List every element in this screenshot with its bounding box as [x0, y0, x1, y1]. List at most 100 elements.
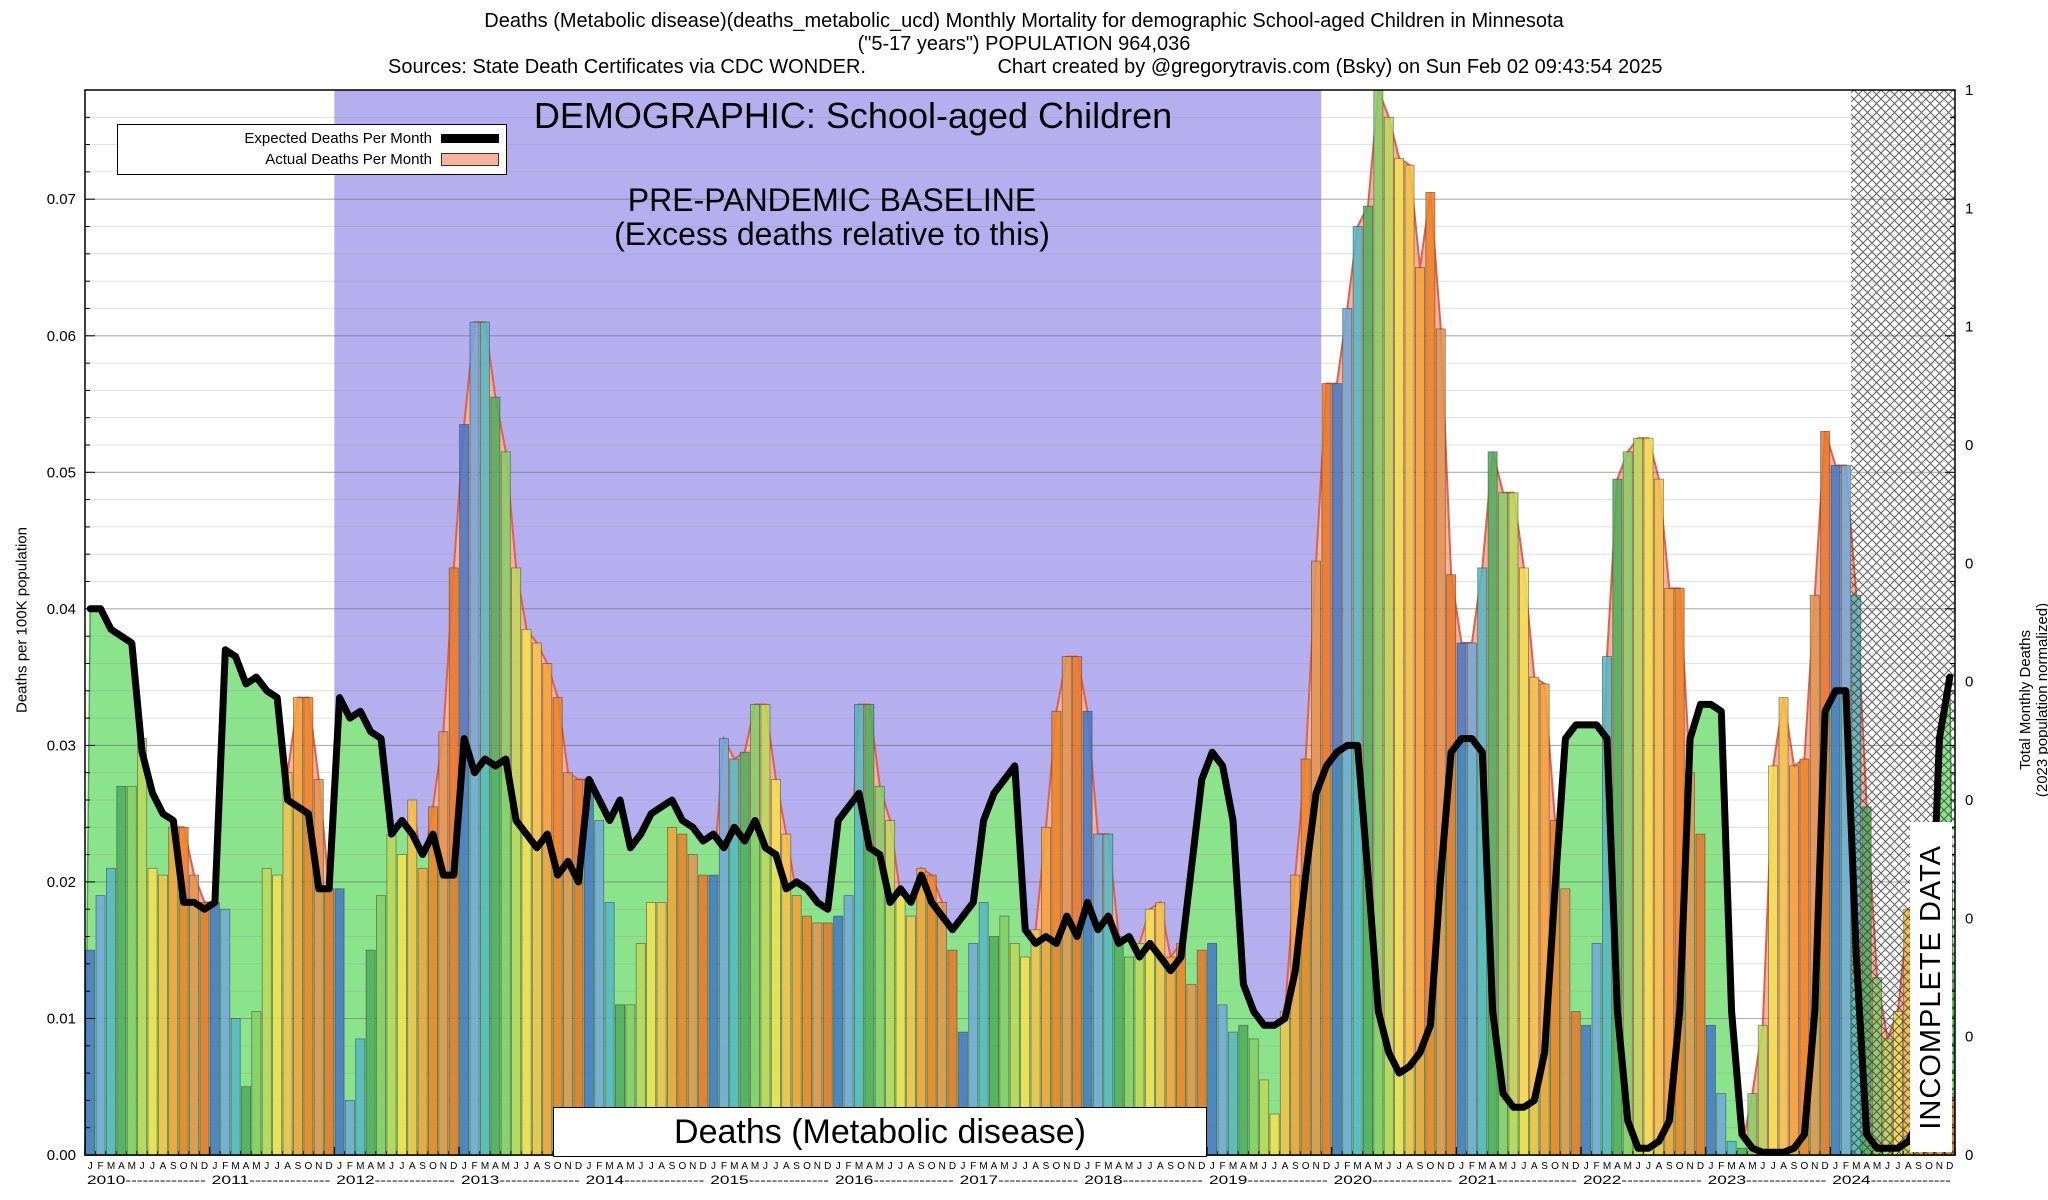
svg-text:S: S: [1043, 1161, 1050, 1172]
svg-text:M: M: [1478, 1161, 1486, 1172]
svg-text:N: N: [440, 1161, 447, 1172]
svg-text:M: M: [377, 1161, 385, 1172]
svg-text:O: O: [429, 1161, 437, 1172]
svg-text:M: M: [1125, 1161, 1133, 1172]
svg-text:D: D: [325, 1161, 332, 1172]
chart-credit: Chart created by @gregorytravis.com (Bsk…: [997, 56, 1663, 78]
svg-text:J: J: [462, 1161, 467, 1172]
svg-text:N: N: [1188, 1161, 1195, 1172]
svg-text:J: J: [88, 1161, 93, 1172]
svg-text:1: 1: [1965, 82, 1973, 99]
svg-text:S: S: [419, 1161, 426, 1172]
svg-text:J: J: [337, 1161, 342, 1172]
svg-text:J: J: [1584, 1161, 1589, 1172]
svg-text:D: D: [1198, 1161, 1205, 1172]
svg-text:J: J: [1833, 1161, 1838, 1172]
svg-text:S: S: [170, 1161, 177, 1172]
svg-text:J: J: [711, 1161, 716, 1172]
svg-text:O: O: [1676, 1161, 1684, 1172]
svg-text:0: 0: [1965, 1147, 1973, 1164]
svg-text:2023--------------: 2023--------------: [1708, 1173, 1827, 1187]
svg-text:J: J: [140, 1161, 145, 1172]
right-axis-label-line2: (2023 population normalized): [2034, 602, 2048, 798]
svg-text:S: S: [1915, 1161, 1922, 1172]
svg-text:J: J: [1147, 1161, 1152, 1172]
svg-text:M: M: [481, 1161, 489, 1172]
svg-text:S: S: [544, 1161, 551, 1172]
svg-text:J: J: [1262, 1161, 1267, 1172]
svg-text:F: F: [222, 1161, 228, 1172]
svg-text:D: D: [1946, 1161, 1953, 1172]
svg-text:0: 0: [1965, 1029, 1973, 1046]
svg-text:J: J: [1771, 1161, 1776, 1172]
svg-text:N: N: [315, 1161, 322, 1172]
svg-text:A: A: [741, 1161, 748, 1172]
svg-text:D: D: [1447, 1161, 1454, 1172]
right-axis-label: Total Monthly Deaths (2023 population no…: [2017, 603, 2048, 797]
svg-text:0.00: 0.00: [47, 1147, 76, 1164]
svg-text:A: A: [1489, 1161, 1496, 1172]
svg-text:M: M: [1353, 1161, 1361, 1172]
svg-text:A: A: [409, 1161, 416, 1172]
svg-text:A: A: [243, 1161, 250, 1172]
svg-text:J: J: [1760, 1161, 1765, 1172]
svg-text:2017--------------: 2017--------------: [960, 1173, 1079, 1187]
svg-text:N: N: [1562, 1161, 1569, 1172]
svg-text:J: J: [773, 1161, 778, 1172]
svg-text:M: M: [605, 1161, 613, 1172]
svg-text:M: M: [252, 1161, 260, 1172]
chart-title: Deaths (Metabolic disease)(deaths_metabo…: [484, 10, 1564, 32]
svg-text:A: A: [1531, 1161, 1538, 1172]
svg-text:M: M: [1374, 1161, 1382, 1172]
svg-text:M: M: [855, 1161, 863, 1172]
svg-text:A: A: [1115, 1161, 1122, 1172]
left-axis-label: Deaths per 100K population: [13, 527, 31, 713]
svg-text:S: S: [918, 1161, 925, 1172]
svg-text:S: S: [793, 1161, 800, 1172]
baseline-annotation-line1: PRE-PANDEMIC BASELINE: [627, 182, 1037, 218]
svg-text:F: F: [1843, 1161, 1849, 1172]
svg-text:M: M: [1852, 1161, 1860, 1172]
svg-text:0.04: 0.04: [47, 601, 76, 618]
svg-text:A: A: [118, 1161, 125, 1172]
svg-text:1: 1: [1965, 200, 1973, 217]
svg-text:O: O: [1053, 1161, 1061, 1172]
svg-text:0: 0: [1965, 910, 1973, 927]
svg-text:A: A: [1240, 1161, 1247, 1172]
chart-subtitle: ("5-17 years") POPULATION 964,036: [857, 33, 1191, 55]
svg-text:M: M: [1000, 1161, 1008, 1172]
legend-expected-label: Expected Deaths Per Month: [244, 130, 432, 147]
svg-text:0.05: 0.05: [47, 464, 76, 481]
expected-line-swatch: [441, 134, 499, 143]
legend-row-actual: Actual Deaths Per Month: [125, 149, 499, 170]
svg-text:M: M: [876, 1161, 884, 1172]
svg-text:0.07: 0.07: [47, 191, 76, 208]
svg-text:N: N: [814, 1161, 821, 1172]
svg-text:J: J: [1397, 1161, 1402, 1172]
svg-text:N: N: [1936, 1161, 1943, 1172]
svg-text:J: J: [264, 1161, 269, 1172]
svg-text:O: O: [803, 1161, 811, 1172]
svg-text:J: J: [1386, 1161, 1391, 1172]
svg-text:J: J: [1012, 1161, 1017, 1172]
svg-text:J: J: [836, 1161, 841, 1172]
svg-text:S: S: [1292, 1161, 1299, 1172]
incomplete-data-text: INCOMPLETE DATA: [1914, 844, 1947, 1130]
svg-text:S: S: [1791, 1161, 1798, 1172]
svg-text:0.06: 0.06: [47, 328, 76, 345]
svg-text:2015--------------: 2015--------------: [710, 1173, 829, 1187]
svg-text:A: A: [160, 1161, 167, 1172]
svg-text:M: M: [128, 1161, 136, 1172]
svg-text:J: J: [514, 1161, 519, 1172]
svg-text:A: A: [1282, 1161, 1289, 1172]
svg-text:2021--------------: 2021--------------: [1458, 1173, 1577, 1187]
svg-text:O: O: [1427, 1161, 1435, 1172]
svg-text:0.02: 0.02: [47, 874, 76, 891]
chart-sources: Sources: State Death Certificates via CD…: [388, 56, 866, 78]
svg-text:0: 0: [1965, 555, 1973, 572]
svg-text:0: 0: [1965, 792, 1973, 809]
svg-text:N: N: [689, 1161, 696, 1172]
svg-text:J: J: [1085, 1161, 1090, 1172]
svg-text:F: F: [1220, 1161, 1226, 1172]
